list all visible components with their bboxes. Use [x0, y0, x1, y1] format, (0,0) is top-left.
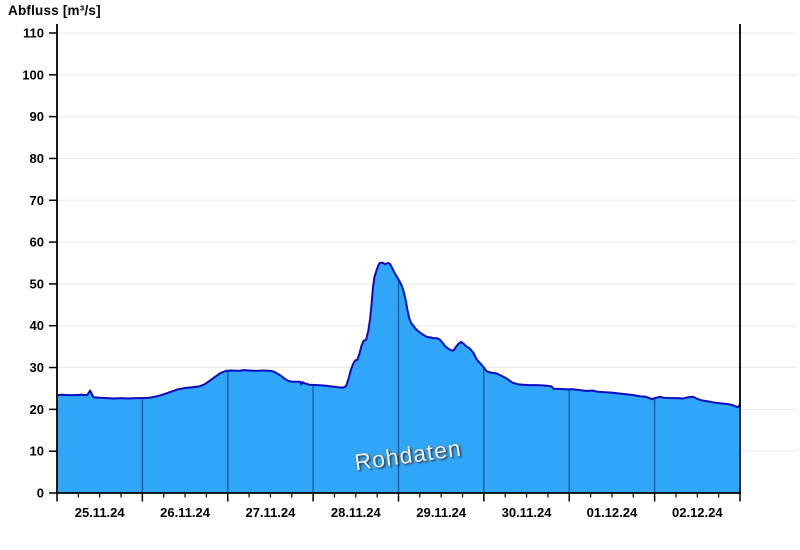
y-tick-label: 30 [30, 360, 44, 375]
y-tick-label: 90 [30, 109, 44, 124]
y-tick-label: 50 [30, 276, 44, 291]
series-outline [56, 261, 741, 409]
x-tick-label: 27.11.24 [245, 505, 296, 520]
area-fill [57, 262, 740, 493]
y-tick-label: 10 [30, 444, 44, 459]
x-tick-label: 26.11.24 [160, 505, 211, 520]
chart-title: Abfluss [m³/s] [8, 3, 101, 18]
y-tick-label: 100 [22, 67, 44, 82]
y-tick-label: 60 [30, 235, 44, 250]
x-tick-label: 02.12.24 [672, 505, 723, 520]
x-tick-label: 30.11.24 [502, 505, 553, 520]
y-tick-label: 0 [37, 486, 44, 501]
x-tick-label: 29.11.24 [416, 505, 467, 520]
y-tick-label: 70 [30, 193, 44, 208]
x-tick-label: 25.11.24 [75, 505, 126, 520]
y-tick-label: 80 [30, 151, 44, 166]
y-tick-label: 110 [23, 26, 44, 41]
y-tick-label: 20 [30, 402, 44, 417]
x-tick-label: 01.12.24 [587, 505, 638, 520]
x-tick-label: 28.11.24 [331, 505, 382, 520]
y-tick-label: 40 [30, 318, 44, 333]
